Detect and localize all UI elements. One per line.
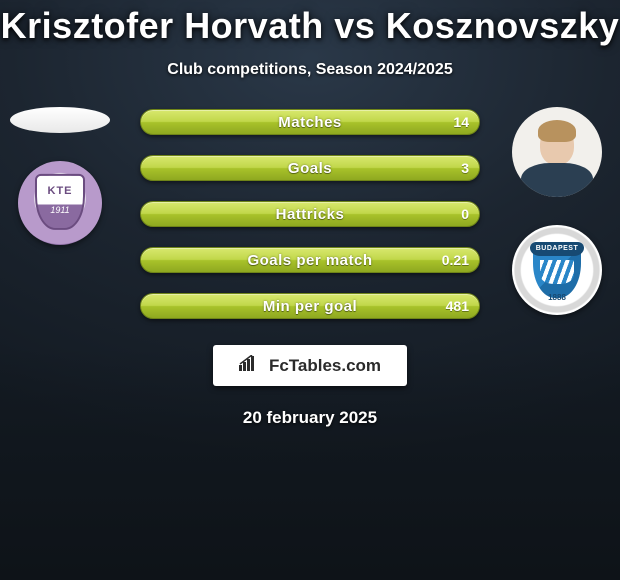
stat-value-right: 14 xyxy=(453,114,469,130)
page-subtitle: Club competitions, Season 2024/2025 xyxy=(167,61,452,79)
player-right-avatar xyxy=(512,107,602,197)
page-date: 20 february 2025 xyxy=(243,408,377,428)
stat-label: Goals xyxy=(288,160,332,177)
player-left-avatar xyxy=(10,107,110,133)
club-right-ribbon: BUDAPEST xyxy=(530,242,584,256)
page-title: Krisztofer Horvath vs Kosznovszky xyxy=(1,5,620,47)
stat-bar-hattricks: Hattricks 0 xyxy=(140,201,480,227)
stat-label: Hattricks xyxy=(276,206,345,223)
stat-value-right: 0 xyxy=(461,206,469,222)
stat-label: Min per goal xyxy=(263,298,357,315)
stat-value-right: 3 xyxy=(461,160,469,176)
club-right-year: 1888 xyxy=(548,293,566,302)
left-player-column: KTE 1911 xyxy=(10,107,110,245)
attribution-badge: FcTables.com xyxy=(213,345,407,386)
chart-icon xyxy=(239,355,261,376)
club-left-code: KTE xyxy=(48,185,73,197)
comparison-row: KTE 1911 Matches 14 Goals 3 Hattricks 0 … xyxy=(0,107,620,319)
club-right-crest: BUDAPEST 1888 xyxy=(512,225,602,315)
club-left-crest: KTE 1911 xyxy=(18,161,102,245)
stat-bar-goals: Goals 3 xyxy=(140,155,480,181)
stat-label: Matches xyxy=(278,114,342,131)
stat-bars: Matches 14 Goals 3 Hattricks 0 Goals per… xyxy=(140,109,480,319)
right-player-column: BUDAPEST 1888 xyxy=(512,107,602,315)
stat-bar-matches: Matches 14 xyxy=(140,109,480,135)
stat-value-right: 481 xyxy=(446,298,469,314)
club-left-year: 1911 xyxy=(50,205,69,215)
attribution-text: FcTables.com xyxy=(269,356,381,376)
stat-bar-min-per-goal: Min per goal 481 xyxy=(140,293,480,319)
stat-bar-goals-per-match: Goals per match 0.21 xyxy=(140,247,480,273)
stat-value-right: 0.21 xyxy=(442,252,469,268)
stat-label: Goals per match xyxy=(247,252,372,269)
